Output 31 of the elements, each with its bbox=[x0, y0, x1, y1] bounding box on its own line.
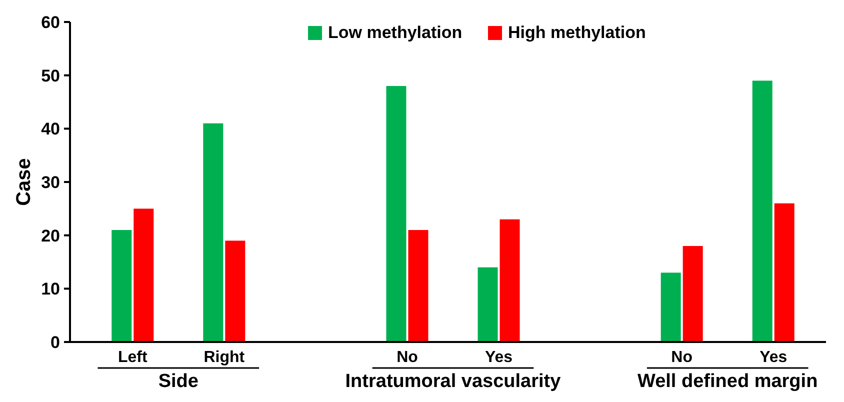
bar bbox=[774, 203, 794, 342]
text: Side bbox=[158, 371, 198, 392]
y-axis-title: Case bbox=[13, 158, 35, 206]
bar bbox=[660, 272, 681, 342]
legend-label: Low methylation bbox=[328, 23, 462, 42]
text: Well defined margin bbox=[638, 371, 818, 392]
y-tick-label: 0 bbox=[50, 332, 60, 352]
x-tick-label: No bbox=[396, 349, 418, 366]
bar bbox=[408, 230, 428, 342]
x-tick-label: Yes bbox=[484, 349, 513, 366]
bar bbox=[134, 208, 154, 342]
bar bbox=[386, 86, 406, 342]
y-tick-label: 30 bbox=[41, 172, 60, 192]
bar bbox=[112, 230, 132, 342]
bar bbox=[682, 246, 703, 342]
x-tick-label: Yes bbox=[760, 349, 788, 366]
text: Intratumoral vascularity bbox=[345, 371, 562, 392]
bar bbox=[478, 267, 498, 342]
bar bbox=[752, 80, 772, 342]
x-tick-label: Right bbox=[204, 349, 246, 366]
bar bbox=[225, 240, 246, 342]
legend-label: High methylation bbox=[508, 23, 646, 42]
y-tick-label: 60 bbox=[41, 12, 60, 32]
y-tick-label: 20 bbox=[41, 226, 60, 246]
bar bbox=[500, 219, 520, 342]
y-tick-label: 50 bbox=[41, 66, 60, 86]
x-tick-label: Left bbox=[118, 349, 148, 366]
y-tick-label: 10 bbox=[41, 280, 60, 299]
y-tick-label: 40 bbox=[41, 120, 60, 139]
x-tick-label: No bbox=[671, 349, 693, 366]
bar bbox=[203, 123, 224, 342]
